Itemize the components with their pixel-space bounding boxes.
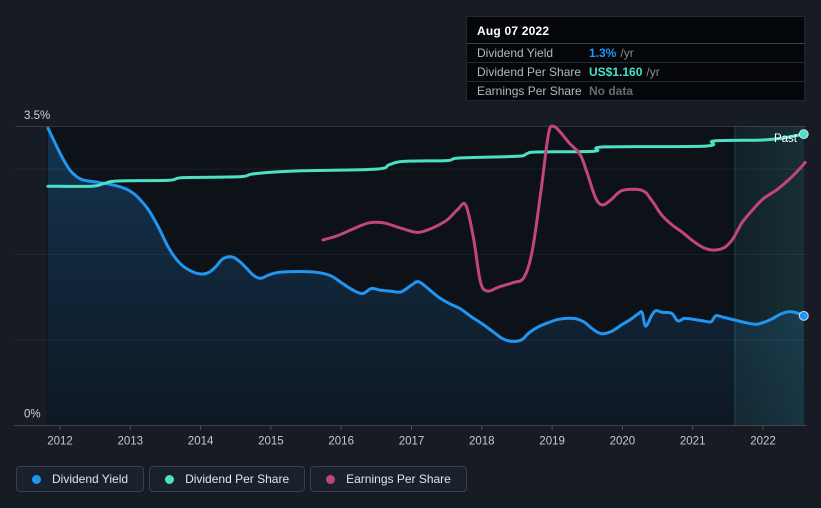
dividend-per-share-line <box>46 132 806 188</box>
x-tick-label: 2017 <box>399 436 425 448</box>
dividend-per-share-end-dot <box>798 129 809 140</box>
x-tick-label: 2019 <box>539 436 565 448</box>
legend-label: Dividend Per Share <box>185 472 290 486</box>
legend-label: Dividend Yield <box>52 472 129 486</box>
tooltip-row-dividend-yield: Dividend Yield 1.3% /yr <box>467 43 804 62</box>
dividend-yield-line <box>46 126 806 343</box>
y-tick-label: 3.5% <box>24 110 50 122</box>
x-tick-label: 2013 <box>118 436 144 448</box>
x-tick-label: 2020 <box>610 436 636 448</box>
tooltip-value: US$1.160 <box>589 65 643 79</box>
past-label: Past <box>774 133 798 145</box>
x-tick-label: 2018 <box>469 436 495 448</box>
legend-item-dividend-per-share[interactable]: Dividend Per Share <box>149 466 306 492</box>
y-tick-label: 0% <box>24 409 41 421</box>
dividend-yield-area <box>48 128 804 425</box>
earnings-per-share-line <box>321 124 807 293</box>
tooltip-value-suffix: /yr <box>646 65 660 79</box>
x-tick-label: 2015 <box>258 436 284 448</box>
tooltip-value: 1.3% <box>589 46 617 60</box>
tooltip-label: Earnings Per Share <box>477 84 582 98</box>
x-tick-label: 2022 <box>750 436 776 448</box>
tooltip-date: Aug 07 2022 <box>477 24 550 38</box>
tooltip-row-dividend-per-share: Dividend Per Share US$1.160 /yr <box>467 62 804 81</box>
dividend-history-chart[interactable]: 2012 2013 2014 2015 2016 2017 2018 2019 2020 2021… <box>0 0 821 458</box>
chart-legend: Dividend Yield Dividend Per Share Earnin… <box>16 466 467 492</box>
tooltip-value-suffix: /yr <box>620 46 634 60</box>
dividend-yield-end-dot <box>798 310 809 321</box>
tooltip-value: No data <box>589 84 634 98</box>
x-tick-label: 2012 <box>47 436 73 448</box>
earnings-per-share-dot-icon <box>326 474 336 484</box>
dividend-per-share-dot-icon <box>165 474 175 484</box>
legend-item-dividend-yield[interactable]: Dividend Yield <box>16 466 145 492</box>
legend-item-earnings-per-share[interactable]: Earnings Per Share <box>310 466 467 492</box>
x-tick-label: 2014 <box>188 436 214 448</box>
past-region <box>734 126 804 425</box>
chart-tooltip: Aug 07 2022 Dividend Yield 1.3% /yr Divi… <box>466 16 805 101</box>
x-tick-label: 2016 <box>328 436 354 448</box>
x-tick-label: 2021 <box>680 436 706 448</box>
tooltip-label: Dividend Yield <box>477 46 554 60</box>
tooltip-label: Dividend Per Share <box>477 65 582 79</box>
tooltip-row-earnings-per-share: Earnings Per Share No data <box>467 81 804 100</box>
legend-label: Earnings Per Share <box>346 472 451 486</box>
dividend-yield-dot-icon <box>32 474 41 484</box>
